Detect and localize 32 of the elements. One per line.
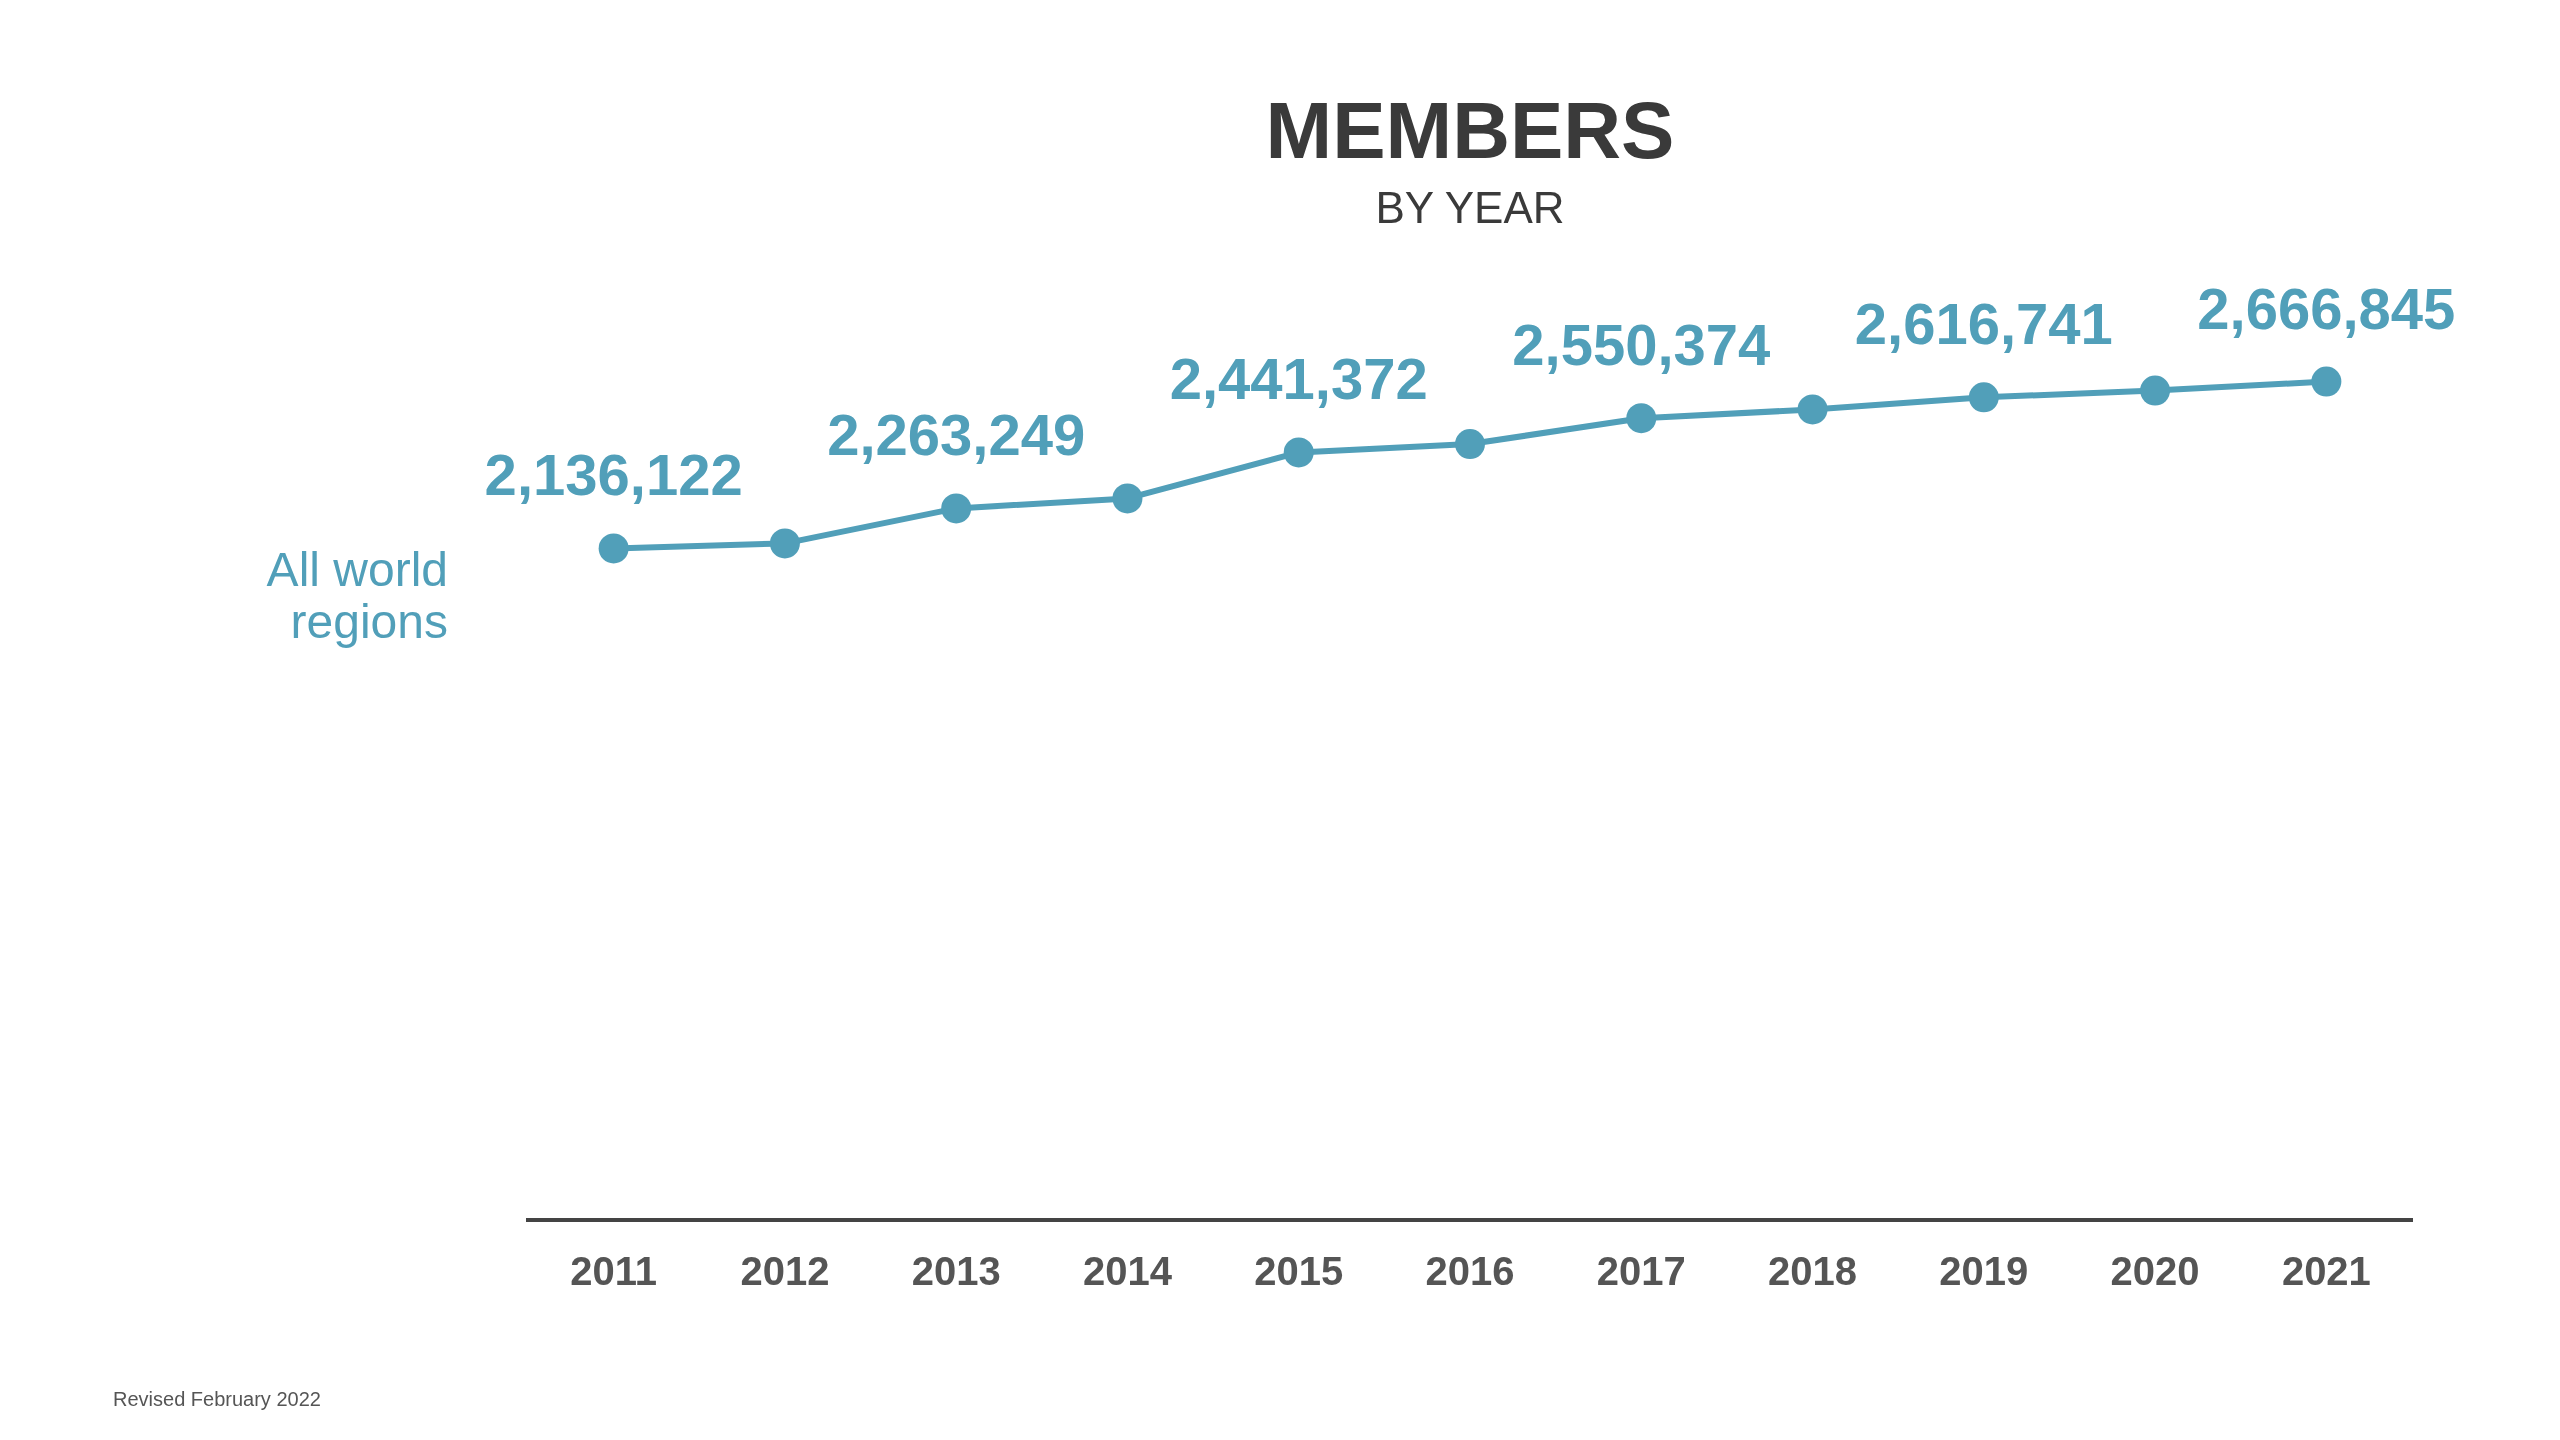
data-label: 2,666,845 [2197, 275, 2456, 341]
data-label: 2,616,741 [1854, 291, 2113, 357]
x-tick-label: 2020 [2110, 1249, 2200, 1294]
point [598, 533, 629, 564]
x-tick-label: 2016 [1425, 1249, 1515, 1294]
point [1797, 394, 1828, 425]
point [2140, 375, 2171, 406]
point [769, 528, 800, 559]
data-label: 2,263,249 [827, 402, 1086, 468]
data-label: 2,441,372 [1169, 346, 1428, 412]
x-tick-label: 2011 [570, 1249, 658, 1294]
x-tick-label: 2015 [1254, 1249, 1344, 1294]
data-label: 2,550,374 [1512, 312, 1771, 378]
text: All world regions [266, 542, 448, 648]
x-tick-label: 2012 [740, 1249, 830, 1294]
point [1455, 429, 1485, 460]
x-tick-label: 2017 [1596, 1249, 1686, 1294]
point [1968, 382, 1999, 413]
x-tick-label: 2013 [911, 1249, 1001, 1294]
x-tick-label: 2014 [1082, 1249, 1173, 1294]
text: Revised February 2022 [113, 1388, 322, 1411]
x-tick-label: 2019 [1939, 1249, 2029, 1294]
x-tick-label: 2021 [2281, 1249, 2371, 1294]
point [1112, 483, 1143, 514]
chart-subtitle: BY YEAR [1375, 182, 1565, 232]
data-label: 2,136,122 [484, 442, 743, 508]
chart-title: MEMBERS [1265, 86, 1675, 176]
point [2311, 366, 2342, 397]
point [941, 493, 972, 524]
x-tick-label: 2018 [1768, 1249, 1858, 1294]
point [1626, 403, 1657, 434]
point [1283, 437, 1314, 468]
